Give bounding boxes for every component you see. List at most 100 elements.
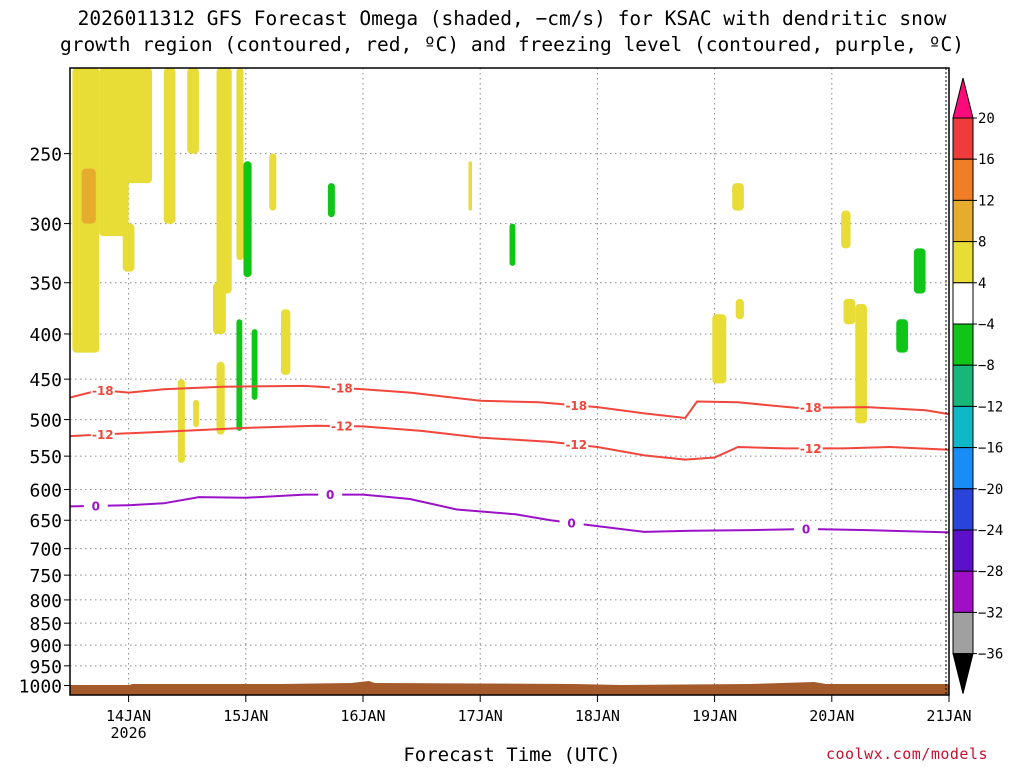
y-tick-label-650: 650 — [29, 511, 62, 532]
x-axis-label: Forecast Time (UTC) — [403, 744, 621, 766]
terrain-fill — [70, 681, 949, 695]
contour-label-bg — [794, 522, 819, 537]
x-tick-label-19JAN: 19JAN — [692, 707, 737, 725]
x-tick-label-21JAN: 21JAN — [926, 707, 971, 725]
colorbar-swatch — [952, 158, 974, 201]
colorbar-swatch — [952, 117, 974, 160]
x-tick-label-15JAN: 15JAN — [223, 707, 268, 725]
omega-shade-region — [111, 68, 153, 184]
omega-shade-region — [81, 168, 96, 224]
colorbar-label: −36 — [978, 647, 1003, 663]
y-tick-label-900: 900 — [29, 636, 62, 657]
y-tick-label-750: 750 — [29, 566, 62, 587]
omega-shade-region — [243, 161, 252, 278]
x-tick-label-18JAN: 18JAN — [575, 707, 620, 725]
omega-shade-region — [212, 282, 226, 334]
colorbar-label: 20 — [978, 111, 995, 127]
colorbar-swatch — [952, 241, 974, 284]
chart-title-line-2: growth region (contoured, red, ºC) and f… — [60, 33, 964, 56]
omega-shade-region — [913, 248, 926, 294]
colorbar-label: 16 — [978, 152, 995, 168]
colorbar: 20 16 12 8 4 −4 −8 −12 −16 −20 −24 −28 −32 −36 — [952, 77, 1003, 694]
omega-shade-region — [841, 210, 851, 249]
y-tick-label-550: 550 — [29, 447, 62, 468]
omega-shade-region — [251, 329, 258, 400]
terrain — [70, 681, 949, 695]
contour-label: -18 — [331, 382, 353, 396]
contour--18 — [70, 384, 949, 420]
contour-0 — [70, 493, 949, 534]
colorbar-swatch — [952, 611, 974, 655]
contour-label-bg — [318, 487, 343, 502]
contour-label: 0 — [92, 499, 100, 513]
y-tick-label-400: 400 — [29, 325, 62, 346]
y-tick-label-600: 600 — [29, 481, 62, 502]
y-tick-label-300: 300 — [29, 215, 62, 236]
y-axis-ticks: 2503003504004505005506006507007508008509… — [19, 145, 70, 698]
colorbar-swatch — [952, 488, 974, 531]
colorbar-arrow-bottom — [952, 653, 974, 694]
omega-shade-region — [843, 298, 856, 325]
contour-label-bg — [559, 515, 584, 530]
colorbar-label: −28 — [978, 564, 1003, 580]
x-tick-label-20JAN: 20JAN — [809, 707, 854, 725]
omega-shade-region — [896, 319, 908, 353]
omega-shading — [72, 28, 926, 464]
y-tick-label-250: 250 — [29, 145, 62, 166]
omega-shade-region — [280, 309, 291, 375]
colorbar-swatch — [952, 405, 974, 449]
contour-label-bg — [90, 383, 115, 398]
colorbar-label: −32 — [978, 605, 1003, 621]
y-tick-label-700: 700 — [29, 540, 62, 561]
y-tick-label-500: 500 — [29, 411, 62, 432]
omega-shade-region — [216, 361, 225, 435]
contour-label: -12 — [800, 442, 822, 456]
contour-label: -12 — [331, 420, 353, 434]
omega-shade-region — [216, 68, 232, 294]
credit-link[interactable]: coolwx.com/models — [826, 745, 989, 763]
omega-shade-region — [327, 183, 335, 218]
contour-label-bg — [329, 419, 354, 434]
colorbar-swatch — [952, 282, 974, 325]
y-tick-label-850: 850 — [29, 614, 62, 635]
contour-label: -12 — [565, 438, 587, 452]
contour-label-bg — [798, 400, 823, 415]
colorbar-swatch — [952, 364, 974, 407]
omega-shade-region — [87, 314, 96, 344]
colorbar-label: 8 — [978, 235, 986, 251]
omega-shade-region — [236, 319, 243, 431]
chart-title-line-1: 2026011312 GFS Forecast Omega (shaded, −… — [77, 7, 947, 30]
omega-shade-region — [240, 28, 246, 59]
y-tick-label-1000: 1000 — [19, 677, 62, 698]
colorbar-label: −20 — [978, 482, 1003, 498]
x-tick-label-14JAN: 14JAN — [106, 707, 151, 725]
plot-area — [70, 68, 949, 695]
contour-label-bg — [90, 427, 115, 442]
omega-shade-region — [735, 298, 744, 320]
omega-shade-region — [855, 304, 867, 424]
contour-label-bg — [564, 437, 589, 452]
colorbar-swatch — [952, 323, 974, 366]
x-tick-sublabel: 2026 — [111, 724, 147, 742]
colorbar-swatch — [952, 570, 974, 613]
omega-shade-region — [732, 183, 744, 211]
y-tick-label-450: 450 — [29, 370, 62, 391]
colorbar-arrow-top — [952, 77, 974, 119]
colorbar-label: −4 — [978, 317, 995, 333]
y-tick-label-350: 350 — [29, 274, 62, 295]
contour-label: 0 — [326, 488, 334, 502]
contour-label: -18 — [92, 384, 114, 398]
contour-label-bg — [564, 398, 589, 413]
y-tick-label-950: 950 — [29, 657, 62, 678]
contour-label: -18 — [565, 399, 587, 413]
colorbar-label: −16 — [978, 441, 1003, 457]
x-tick-label-17JAN: 17JAN — [458, 707, 503, 725]
colorbar-label: −8 — [978, 358, 995, 374]
omega-shade-region — [509, 223, 516, 266]
contour-label-bg — [798, 441, 823, 456]
colorbar-swatch — [952, 199, 974, 243]
contour-label-bg — [83, 498, 108, 513]
contour-label: -12 — [92, 428, 114, 442]
colorbar-swatch — [952, 447, 974, 490]
